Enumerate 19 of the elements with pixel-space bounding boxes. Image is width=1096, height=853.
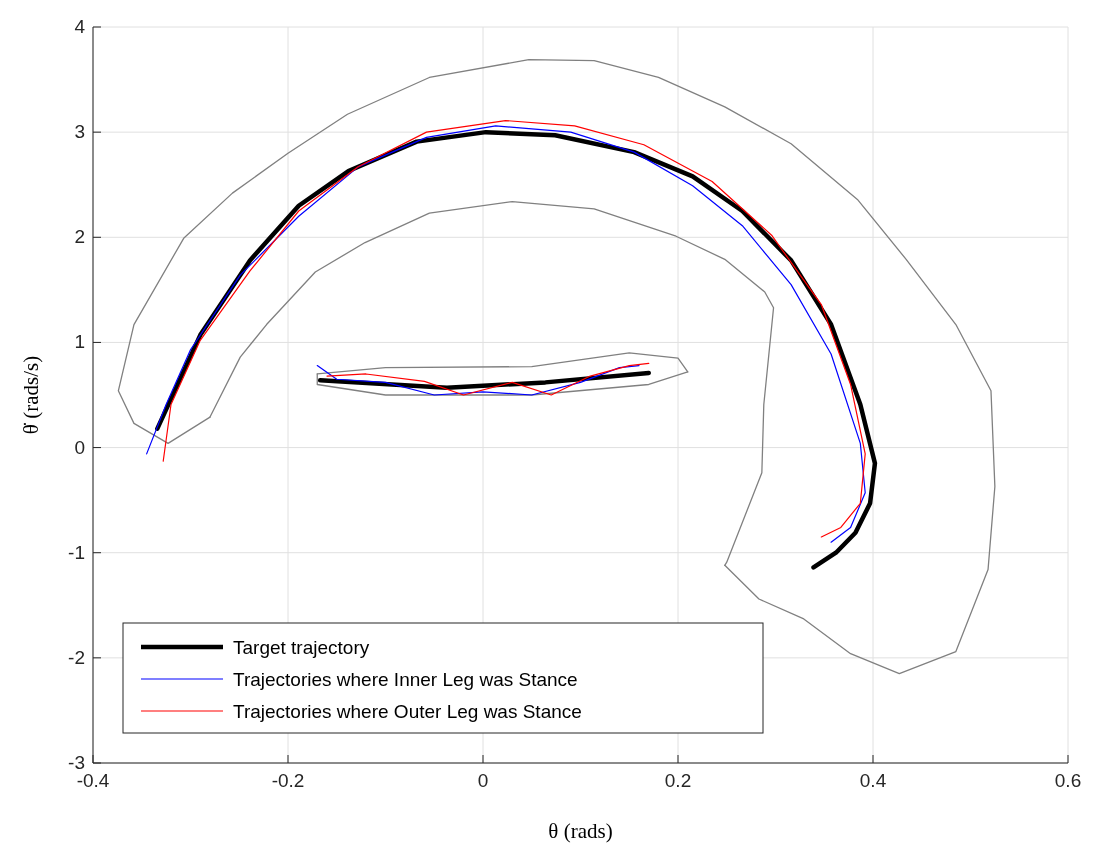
x-axis-title: θ (rads) bbox=[548, 819, 613, 843]
y-tick-label: 0 bbox=[74, 436, 85, 458]
x-tick-label: 0.2 bbox=[664, 770, 692, 791]
legend-label: Target trajectory bbox=[233, 637, 370, 658]
y-tick-label: 4 bbox=[74, 16, 86, 37]
x-tick-label: 0.4 bbox=[859, 770, 887, 791]
y-tick-label: 3 bbox=[74, 121, 85, 143]
y-tick-label: -3 bbox=[68, 752, 85, 773]
y-tick-label: -1 bbox=[68, 541, 85, 563]
y-axis-title: θ̇ (rads/s) bbox=[19, 355, 43, 435]
y-tick-label: 1 bbox=[74, 331, 85, 353]
x-tick-label: -0.2 bbox=[271, 770, 305, 791]
y-tick-label: 2 bbox=[74, 226, 85, 248]
legend-label: Trajectories where Outer Leg was Stance bbox=[233, 701, 582, 722]
legend-label: Trajectories where Inner Leg was Stance bbox=[233, 669, 578, 690]
x-tick-label: -0.4 bbox=[76, 770, 110, 791]
x-tick-label: 0.6 bbox=[1054, 770, 1082, 791]
x-tick-label: 0 bbox=[477, 770, 489, 791]
y-tick-label: -2 bbox=[68, 646, 85, 668]
